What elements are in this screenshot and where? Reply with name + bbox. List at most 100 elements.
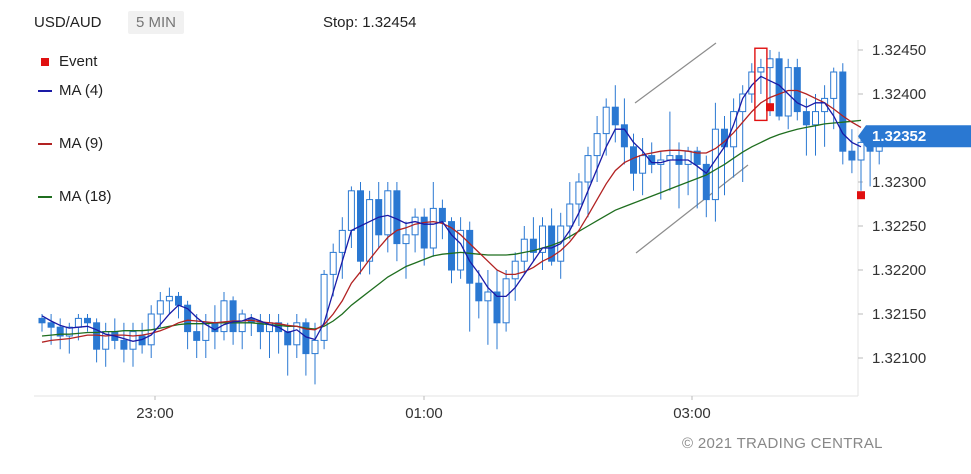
candle [812,94,819,156]
candle-body-down [630,146,637,174]
candle-body-up [320,273,328,341]
candle [129,322,137,367]
candle [211,305,219,350]
candle-body-up [338,229,346,253]
candle [302,318,310,376]
candle-body-up [411,216,419,236]
candle-body-up [311,339,319,355]
candle-body-down [56,326,64,337]
ma9-line [41,89,862,343]
candle-body-up [602,106,610,135]
candle [284,322,292,376]
candle [575,173,583,226]
candle-body-up [593,133,601,157]
legend-ma9-label: MA (9) [59,135,104,152]
legend-ma9: MA (9) [38,135,103,152]
candle [256,314,264,350]
candle [357,182,364,275]
candle-body-down [529,238,537,253]
candle [156,292,164,328]
candle [329,243,337,297]
candle [93,318,101,363]
candle-body-down [438,207,446,223]
candle-body-down [84,317,91,324]
candle-body-up [293,322,301,346]
candle [721,116,728,196]
y-tick-label: 1.32300 [872,174,926,191]
candle-body-up [156,300,164,315]
candle [793,58,801,121]
candle-body-up [502,278,510,324]
candle-body-up [484,291,492,302]
candle [293,314,301,358]
legend-event-label: Event [59,53,98,70]
candle [675,142,683,209]
candle-body-up [575,181,583,205]
candle-body-down [93,322,101,350]
candle-body-down [620,124,628,148]
candle [502,270,510,332]
ma18-line-icon [38,195,52,198]
event-marker-icon [41,57,49,66]
candle-body-up [757,67,765,73]
candle-body-down [693,150,701,165]
y-tick-label: 1.32150 [872,306,926,323]
legend-ma4: MA (4) [38,82,103,99]
candle [520,226,528,275]
symbol-label: USD/AUD [34,14,102,31]
candle-body-down [229,300,237,333]
candle [275,314,283,354]
candle-body-down [721,128,728,148]
stop-label: Stop: 1.32454 [323,14,417,31]
y-tick-label: 1.32200 [872,262,926,279]
candle [839,63,847,165]
candle-body-up [74,317,82,328]
candle [593,116,601,182]
candle [666,111,674,191]
candle [120,322,128,363]
channel-upper-line [634,42,717,104]
candle [466,221,474,332]
candle [730,98,738,178]
candle-body-down [184,304,192,333]
candle-body-up [347,190,355,231]
candle [493,270,501,350]
ma18-line [41,119,862,337]
candle [411,208,419,253]
event-marker [766,103,774,112]
candle-body-down [256,322,264,333]
candle-body-up [520,238,528,262]
candle-body-down [120,339,128,350]
candle [165,287,173,314]
candle-body-up [202,322,210,341]
candle [620,98,628,165]
candle-body-down [393,190,401,245]
candle [202,314,210,358]
candle-body-down [475,282,483,302]
legend-event: Event [38,53,97,70]
candle [338,217,346,279]
interval-badge[interactable]: 5 MIN [128,11,185,34]
candle [702,155,710,218]
candle-body-down [848,150,856,161]
candle [857,133,865,191]
events [754,47,865,200]
candle-body-up [429,207,437,249]
channel-lower-line [635,164,749,254]
candle [511,252,519,301]
candle [111,318,119,350]
candle-body-down [448,221,455,271]
candle-body-up [812,111,819,126]
candle-body-up [65,326,73,337]
candle-body-up [402,234,410,245]
y-tick-label: 1.32250 [872,218,926,235]
candle [393,182,401,262]
candle [84,314,91,332]
legend-ma18-label: MA (18) [59,188,112,205]
legend-ma4-label: MA (4) [59,82,104,99]
candle-body-up [684,150,692,165]
trend-channel [634,42,749,254]
candle-body-up [857,141,865,161]
last-price-label: 1.32352 [872,128,926,145]
